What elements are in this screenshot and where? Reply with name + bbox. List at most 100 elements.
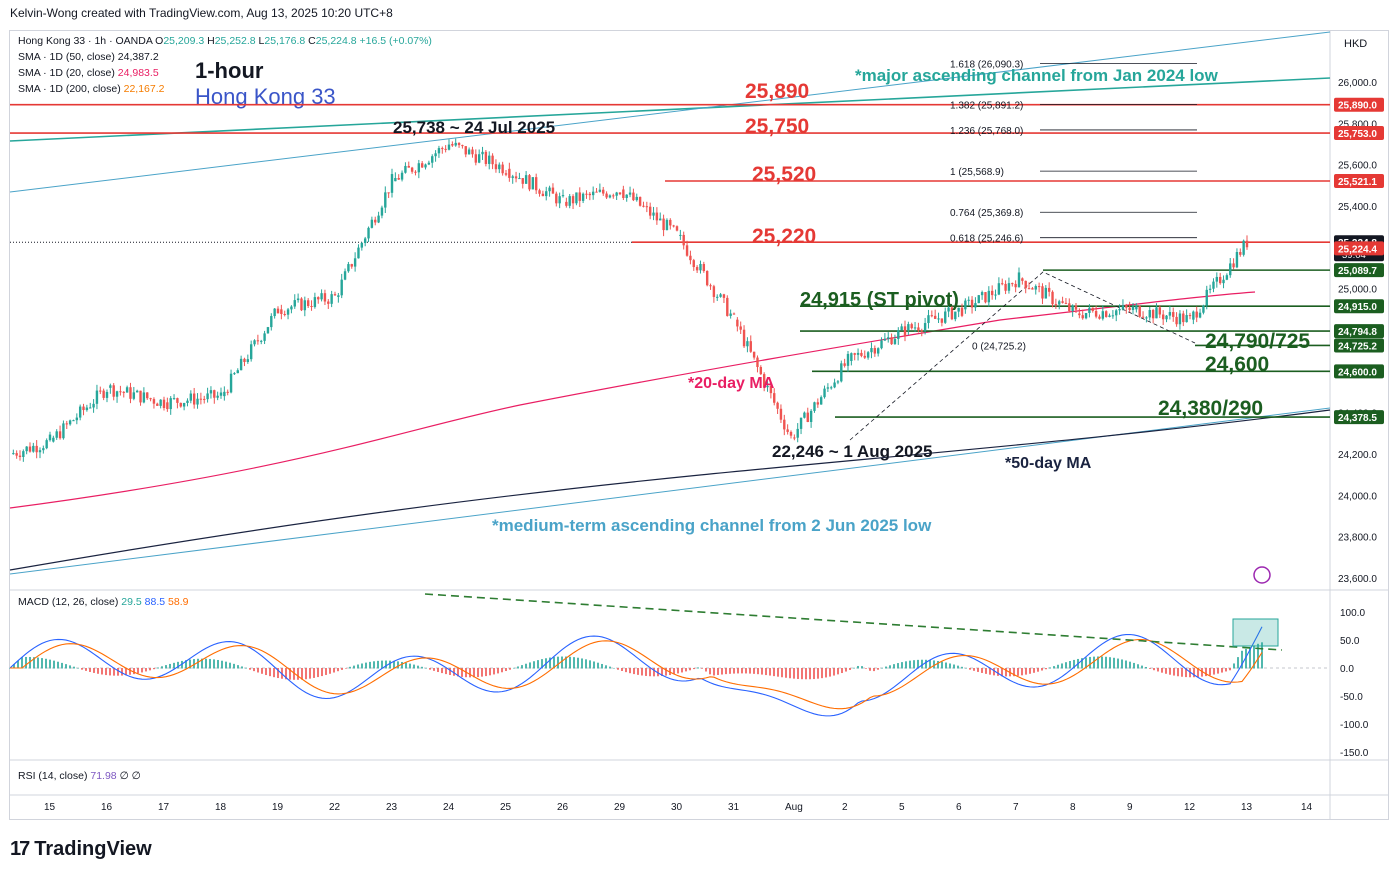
candle-body <box>719 294 722 297</box>
macd-hist-bar <box>325 668 327 675</box>
macd-hist-bar <box>277 668 279 679</box>
candle-body <box>229 373 233 393</box>
candle-body <box>860 352 863 356</box>
candle-body <box>1158 307 1162 315</box>
macd-signal-line <box>10 638 1263 710</box>
candle-body <box>471 149 474 155</box>
price-badge-5 <box>1334 263 1384 278</box>
candle-body <box>1094 310 1098 317</box>
candle-body <box>1225 275 1229 280</box>
tradingview-footer[interactable]: 17 TradingView <box>10 838 152 861</box>
candle-body <box>273 308 276 317</box>
macd-hist-bar <box>1233 663 1235 669</box>
macd-hist-bar <box>1069 661 1071 669</box>
macd-hist-bar <box>953 664 955 669</box>
candle-body <box>270 316 273 328</box>
candle-body <box>863 355 866 358</box>
time-tick-16: 6 <box>956 802 962 813</box>
candle-body <box>32 445 35 452</box>
candle-body <box>856 352 860 355</box>
macd-hist-bar <box>185 660 187 669</box>
time-tick-7: 24 <box>443 802 455 813</box>
candle-body <box>1088 307 1091 313</box>
macd-hist-bar <box>1141 665 1143 669</box>
macd-hist-bar <box>921 659 923 669</box>
candle-body <box>632 192 635 201</box>
macd-hist-bar <box>413 664 415 669</box>
candle-body <box>1151 310 1155 319</box>
macd-hist-bar <box>501 668 503 673</box>
candle-body <box>28 446 32 452</box>
macd-hist-bar <box>357 664 359 669</box>
macd-hist-bar <box>149 668 151 671</box>
high-label: 25,738 ~ 24 Jul 2025 <box>393 118 555 137</box>
candle-body <box>836 381 840 383</box>
macd-hist-bar <box>417 665 419 669</box>
macd-hist-bar <box>853 667 855 669</box>
macd-hist-bar <box>585 659 587 669</box>
candle-body <box>347 264 350 272</box>
macd-hist-bar <box>749 668 751 674</box>
candle-body <box>330 294 333 304</box>
price-badge-text-0: 25,890.0 <box>1338 101 1377 112</box>
macd-hist-bar <box>213 659 215 669</box>
candle-body <box>789 431 793 436</box>
macd-hist-bar <box>1229 668 1231 671</box>
macd-hist-bar <box>89 668 91 672</box>
major-channel-upper-line <box>9 31 1331 193</box>
macd-hist-bar <box>513 667 515 669</box>
macd-hist-bar <box>557 656 559 669</box>
macd-hist-bar <box>1145 666 1147 669</box>
candle-body <box>1121 305 1125 310</box>
macd-hist-bar <box>337 668 339 672</box>
candle-body <box>585 193 588 195</box>
candle-body <box>873 348 877 354</box>
macd-hist-bar <box>433 668 435 671</box>
macd-hist-bar <box>153 668 155 670</box>
macd-tick-1: 50.0 <box>1340 636 1360 647</box>
candle-body <box>675 226 679 231</box>
candle-body <box>55 431 58 438</box>
ma50-line <box>9 409 1331 571</box>
macd-hist-bar <box>1065 662 1067 669</box>
candle-body <box>910 324 913 329</box>
chart-credit: Kelvin-Wong created with TradingView.com… <box>10 6 393 20</box>
candle-body <box>390 174 394 193</box>
candle-body <box>545 191 548 197</box>
candle-body <box>253 340 256 345</box>
candle-body <box>89 407 92 409</box>
macd-hist-bar <box>145 668 147 672</box>
macd-hist-bar <box>305 668 307 680</box>
price-badge-text-10: 24,378.5 <box>1338 413 1377 424</box>
price-badge-9 <box>1334 364 1384 379</box>
macd-hist-bar <box>221 660 223 669</box>
candle-body <box>1242 240 1245 255</box>
candle-body <box>1148 310 1151 318</box>
macd-hist-bar <box>633 668 635 675</box>
candle-body <box>1195 311 1198 318</box>
candle-body <box>146 392 149 399</box>
candle-body <box>930 315 934 317</box>
candle-body <box>1011 283 1014 285</box>
time-tick-11: 30 <box>671 802 683 813</box>
macd-hist-bar <box>461 668 463 677</box>
macd-hist-bar <box>1185 668 1187 678</box>
candle-body <box>588 193 592 196</box>
tradingview-logo-icon: 17 <box>10 838 30 860</box>
macd-hist-bar <box>833 668 835 676</box>
candle-body <box>1125 305 1128 308</box>
candle-body <box>481 151 484 155</box>
candle-body <box>1071 305 1074 312</box>
fib-label-4: 0.764 (25,369.8) <box>950 208 1023 219</box>
candle-body <box>464 146 467 155</box>
macd-hist-bar <box>589 660 591 669</box>
candle-body <box>970 299 974 308</box>
candle-body <box>1004 283 1007 291</box>
candle-body <box>283 313 286 315</box>
macd-hist-bar <box>913 660 915 669</box>
candle-body <box>813 402 816 411</box>
candle-body <box>1172 312 1175 317</box>
macd-hist-bar <box>505 668 507 672</box>
macd-hist-bar <box>113 668 115 676</box>
